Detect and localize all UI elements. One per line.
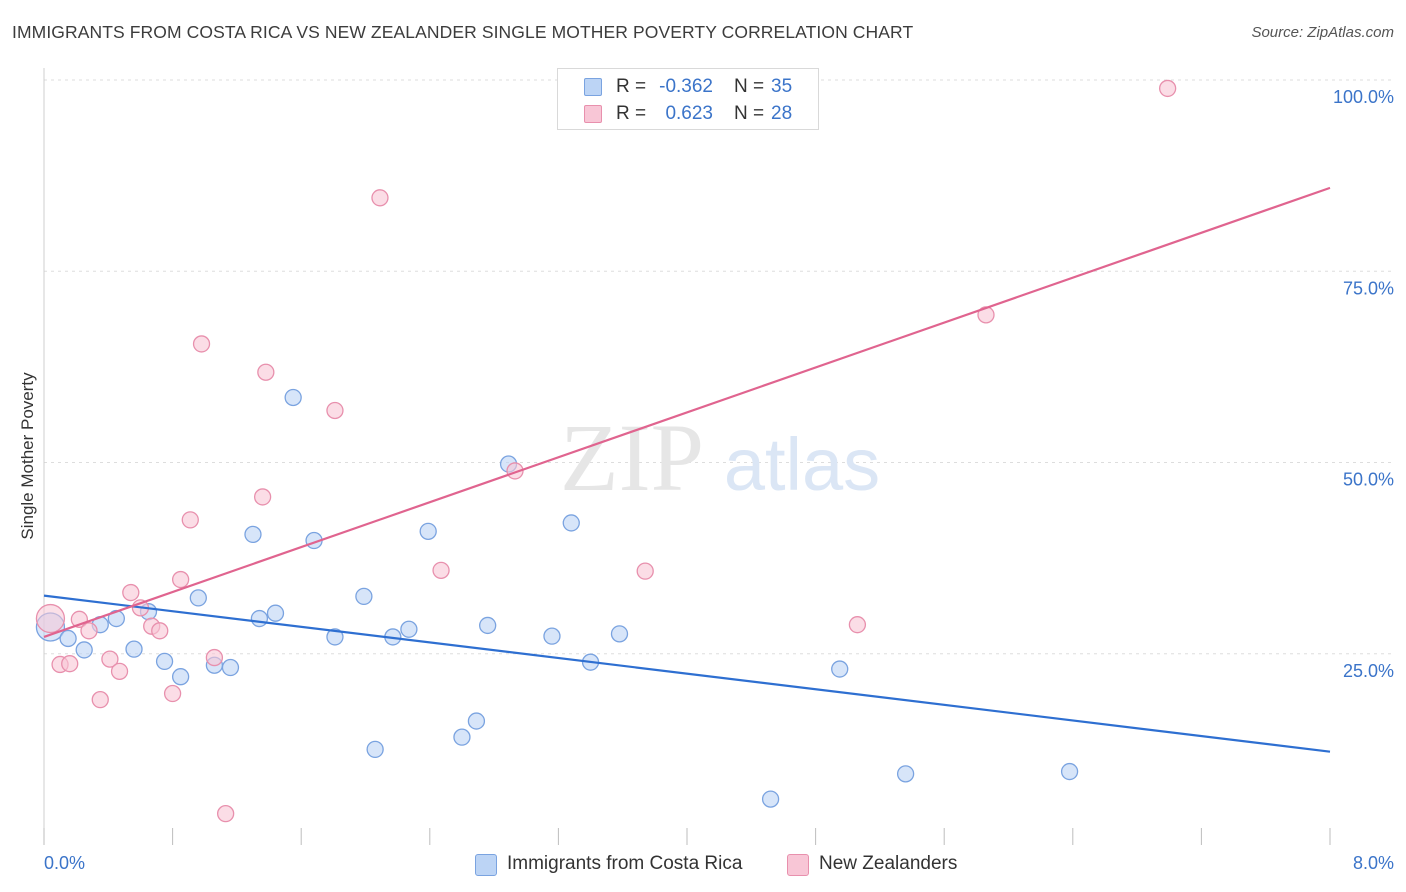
- new-zealander-point: [151, 622, 169, 640]
- legend-swatch-pink: [584, 105, 602, 123]
- correlation-legend: R = -0.362 N = 35 R = 0.623 N = 28: [557, 68, 819, 130]
- new-zealander-point: [122, 583, 140, 602]
- new-zealander-point: [101, 650, 119, 668]
- legend-n-value: 35: [771, 76, 793, 97]
- new-zealander-point: [110, 662, 129, 680]
- y-axis-label: Single Mother Poverty: [18, 372, 37, 540]
- new-zealander-point: [61, 655, 79, 673]
- new-zealander-point: [257, 363, 275, 381]
- legend-swatch-blue: [475, 854, 497, 876]
- legend-r-value: -0.362: [659, 76, 713, 97]
- new-zealander-point: [848, 616, 867, 634]
- costa-rica-point: [366, 740, 384, 759]
- new-zealander-point: [181, 511, 199, 529]
- new-zealander-point: [326, 401, 344, 420]
- watermark-zip: ZIP: [560, 404, 704, 511]
- costa-rica-point: [831, 660, 849, 678]
- costa-rica-point: [419, 522, 437, 540]
- axes: [43, 68, 1331, 845]
- new-zealander-point: [1158, 79, 1177, 98]
- costa-rica-point: [896, 765, 915, 783]
- y-tick-label: 75.0%: [1343, 278, 1394, 298]
- costa-rica-point: [543, 627, 561, 645]
- new-zealander-point: [636, 562, 654, 580]
- legend-row-costa-rica: R = -0.362 N = 35: [558, 74, 818, 100]
- legend-r-label: R =: [616, 103, 647, 124]
- costa-rica-point: [189, 589, 207, 607]
- new-zealander-point: [171, 570, 190, 589]
- costa-rica-point: [59, 629, 77, 648]
- new-zealander-point: [35, 603, 66, 634]
- legend-label: New Zealanders: [819, 853, 958, 874]
- new-zealander-point: [192, 335, 211, 353]
- legend-r-label: R =: [616, 76, 647, 97]
- new-zealander-point: [371, 189, 389, 207]
- x-tick-label-max: 8.0%: [1353, 853, 1394, 873]
- costa-rica-point: [155, 652, 174, 671]
- costa-rica-point: [221, 658, 240, 677]
- costa-rica-point: [75, 641, 93, 659]
- legend-row-new-zealanders: R = 0.623 N = 28: [558, 101, 818, 127]
- costa-rica-point: [562, 514, 580, 532]
- costa-rica-point: [761, 790, 780, 808]
- costa-rica-point: [284, 388, 302, 407]
- chart-source: Source: ZipAtlas.com: [1251, 24, 1394, 41]
- new-zealander-trend-line: [43, 186, 1331, 638]
- costa-rica-point: [171, 668, 190, 686]
- trend-lines: [43, 186, 1331, 753]
- legend-label: Immigrants from Costa Rica: [507, 853, 743, 874]
- y-tick-label: 50.0%: [1343, 470, 1394, 490]
- costa-rica-point: [125, 640, 143, 658]
- legend-swatch-pink: [787, 854, 809, 876]
- legend-n-value: 28: [771, 103, 793, 124]
- costa-rica-point: [266, 604, 285, 622]
- chart-title: IMMIGRANTS FROM COSTA RICA VS NEW ZEALAN…: [12, 22, 914, 42]
- legend-r-value: 0.623: [665, 103, 713, 124]
- costa-rica-point: [250, 609, 269, 628]
- costa-rica-point: [355, 587, 373, 606]
- costa-rica-point: [453, 728, 471, 746]
- costa-rica-point: [610, 625, 629, 643]
- new-zealander-point: [216, 804, 235, 823]
- costa-rica-trend-line: [43, 594, 1331, 753]
- costa-rica-point: [326, 628, 344, 646]
- data-points: [35, 79, 1177, 823]
- new-zealander-point: [205, 648, 224, 667]
- tick-labels: 25.0% 50.0% 75.0% 100.0% 0.0% 8.0%: [44, 87, 1394, 873]
- x-tick-label-min: 0.0%: [44, 853, 85, 873]
- costa-rica-point: [400, 620, 418, 638]
- new-zealander-point: [432, 561, 450, 580]
- new-zealander-point: [91, 691, 109, 709]
- costa-rica-point: [479, 616, 497, 635]
- costa-rica-point: [1060, 762, 1079, 781]
- costa-rica-point: [244, 525, 262, 544]
- new-zealander-point: [253, 488, 272, 506]
- watermark-atlas: atlas: [724, 423, 880, 506]
- legend-n-label: N =: [734, 76, 765, 97]
- new-zealander-point: [163, 684, 182, 703]
- watermark: ZIP atlas: [560, 404, 880, 511]
- legend-n-label: N =: [734, 103, 765, 124]
- y-tick-label: 25.0%: [1343, 661, 1394, 681]
- series-legend: Immigrants from Costa Rica New Zealander…: [0, 850, 1406, 878]
- legend-swatch-blue: [584, 78, 602, 96]
- new-zealander-point: [80, 622, 98, 640]
- y-tick-label: 100.0%: [1333, 87, 1394, 107]
- gridlines: [44, 79, 1394, 655]
- costa-rica-point: [467, 712, 486, 730]
